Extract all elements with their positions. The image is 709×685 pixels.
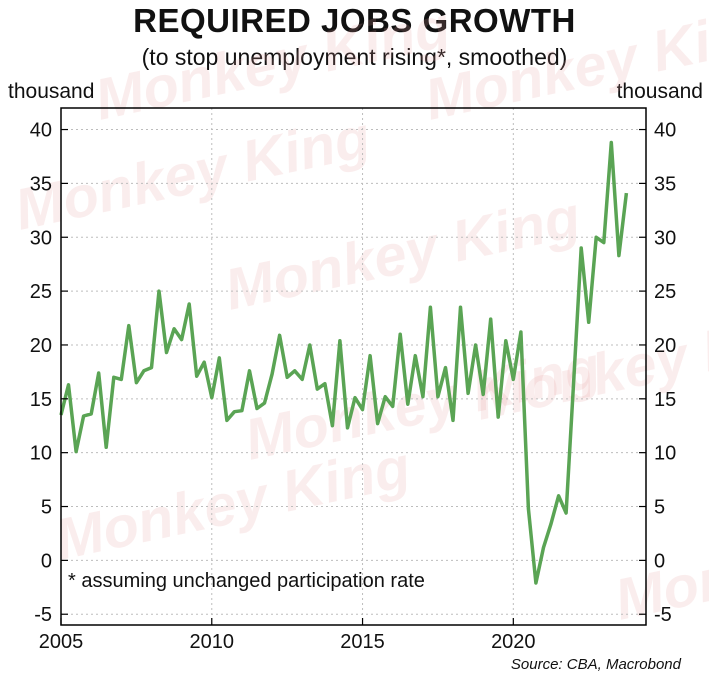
y-tick-label-right: 15 bbox=[654, 389, 676, 411]
gridlines bbox=[61, 108, 646, 625]
watermark-text: Monkey King bbox=[9, 104, 376, 243]
y-tick-label-left: 25 bbox=[30, 281, 52, 303]
y-tick-label-left: 40 bbox=[30, 120, 52, 142]
y-ticks-right: 40 35 30 25 20 15 10 5 0 -5 bbox=[639, 120, 676, 626]
y-axis-unit-left: thousand bbox=[8, 80, 95, 103]
plot-frame bbox=[60, 107, 647, 626]
chart-subtitle: (to stop unemployment rising*, smoothed) bbox=[141, 44, 568, 70]
watermark-text: Monkey King bbox=[49, 434, 416, 573]
y-tick-label-right: -5 bbox=[654, 604, 672, 626]
x-ticks: 2005 2010 2015 2020 bbox=[39, 618, 536, 653]
y-tick-label-right: 10 bbox=[654, 443, 676, 465]
watermark-text: Monkey King bbox=[89, 0, 456, 133]
y-tick-label-right: 5 bbox=[654, 497, 665, 519]
y-tick-label-left: 0 bbox=[41, 550, 52, 572]
watermark-text: Monkey King bbox=[419, 0, 709, 133]
y-tick-label-right: 40 bbox=[654, 120, 676, 142]
chart-title: REQUIRED JOBS GROWTH bbox=[133, 2, 576, 39]
y-tick-label-right: 30 bbox=[654, 227, 676, 249]
y-tick-label-right: 0 bbox=[654, 550, 665, 572]
y-tick-label-left: 35 bbox=[30, 173, 52, 195]
source-note: Source: CBA, Macrobond bbox=[510, 656, 681, 673]
y-axis-unit-right: thousand bbox=[616, 80, 703, 103]
y-tick-label-left: 20 bbox=[30, 335, 52, 357]
footnote: * assuming unchanged participation rate bbox=[68, 570, 425, 592]
y-tick-label-left: -5 bbox=[34, 604, 52, 626]
y-ticks-left: 40 35 30 25 20 15 10 5 0 -5 bbox=[30, 120, 68, 626]
x-tick-label: 2005 bbox=[39, 631, 84, 653]
x-tick-label: 2015 bbox=[340, 631, 385, 653]
x-tick-label: 2010 bbox=[190, 631, 235, 653]
y-tick-label-right: 25 bbox=[654, 281, 676, 303]
series-line bbox=[59, 140, 629, 585]
y-tick-label-left: 30 bbox=[30, 227, 52, 249]
series-layer bbox=[59, 140, 629, 585]
y-tick-label-left: 15 bbox=[30, 389, 52, 411]
y-tick-label-left: 5 bbox=[41, 497, 52, 519]
y-tick-label-right: 20 bbox=[654, 335, 676, 357]
y-tick-label-left: 10 bbox=[30, 443, 52, 465]
watermark-text: Monkey King bbox=[219, 184, 586, 323]
x-tick-label: 2020 bbox=[491, 631, 536, 653]
y-tick-label-right: 35 bbox=[654, 173, 676, 195]
